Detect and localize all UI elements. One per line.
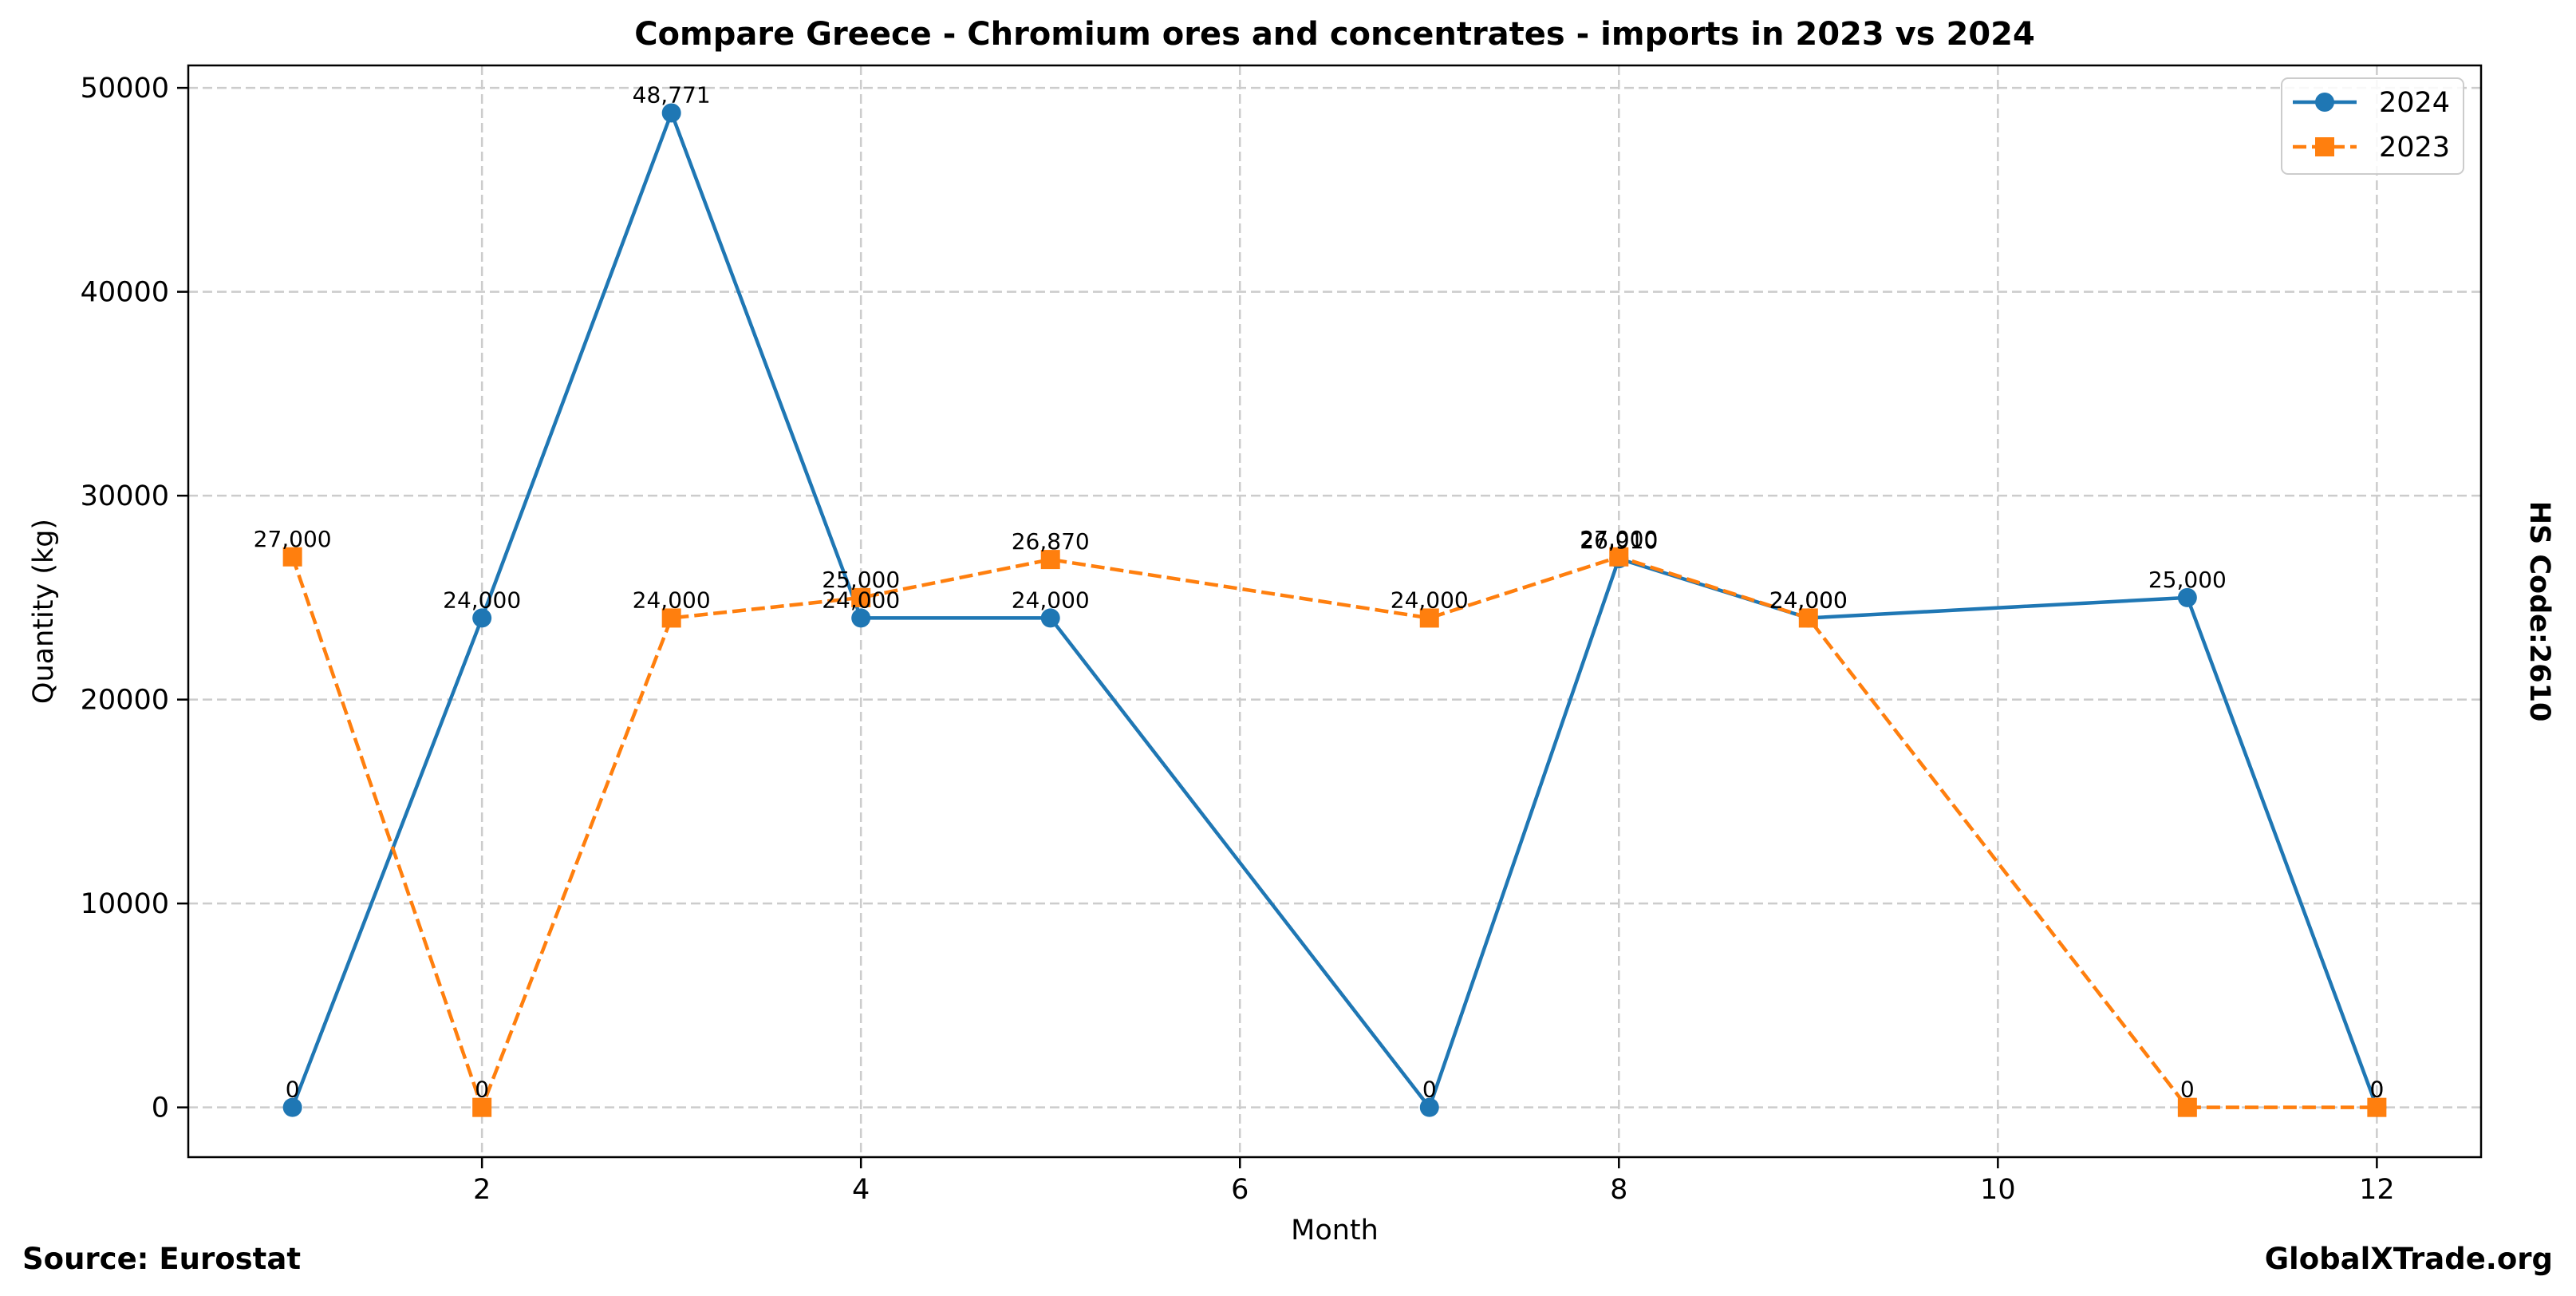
data-label: 0 [2180,1077,2195,1103]
data-point [661,103,681,123]
legend-item-2024: 2024 [2293,87,2450,119]
y-tick-label: 30000 [81,480,169,512]
data-label: 0 [2369,1077,2384,1103]
data-point [851,587,871,607]
data-label: 24,000 [1391,587,1469,613]
data-label: 0 [2369,1077,2384,1103]
brand-label: GlobalXTrade.org [2265,1242,2553,1276]
data-label: 0 [286,1077,300,1103]
hs-code-label: HS Code:2610 [2523,501,2555,722]
legend-marker [2315,137,2334,156]
data-label: 25,000 [822,567,900,593]
data-label: 25,000 [2148,567,2227,593]
x-tick-label: 12 [2359,1174,2395,1206]
data-label: 24,000 [822,587,900,613]
y-tick-label: 0 [152,1093,169,1124]
y-axis-ticks: 0 10000 20000 30000 40000 50000 [81,73,188,1124]
series-layer [282,103,2387,1117]
data-point [851,608,871,628]
series-line-2023 [290,555,2377,1109]
data-point [282,547,302,567]
data-label: 0 [475,1077,489,1103]
data-label: 27,000 [254,526,332,552]
y-tick-label: 20000 [81,685,169,717]
data-label: 24,000 [1012,587,1090,613]
data-point [282,1097,302,1117]
data-label: 24,000 [443,587,521,613]
chart-title: Compare Greece - Chromium ores and conce… [634,16,2035,53]
series-2023 [282,547,2387,1117]
data-point [1419,1097,1439,1117]
series-2024 [282,103,2387,1117]
data-point [661,608,681,628]
data-point [472,1097,492,1117]
x-tick-label: 4 [852,1174,870,1206]
data-label: 24,000 [1769,587,1848,613]
legend: 2024 2023 [2281,77,2464,175]
data-point [1040,550,1060,570]
data-point [1419,608,1439,628]
data-point [2367,1097,2387,1117]
y-tick-label: 10000 [81,888,169,920]
data-label: 27,000 [1580,526,1658,552]
data-point [1798,608,1818,628]
data-point [2177,587,2197,607]
data-point [2177,1097,2197,1117]
data-label: 48,771 [633,82,711,109]
y-axis-label: Quantity (kg) [28,519,60,704]
x-axis-ticks: 2 4 6 8 10 12 [473,1157,2395,1206]
x-tick-label: 2 [473,1174,491,1206]
source-label: Source: Eurostat [22,1242,301,1276]
series-line-2024 [290,111,2379,1109]
data-label: 24,000 [1769,587,1848,613]
data-point [472,608,492,628]
legend-marker [2315,93,2334,112]
legend-label: 2024 [2379,87,2450,119]
data-label: 0 [1422,1077,1437,1103]
data-point [1040,608,1060,628]
x-tick-label: 6 [1231,1174,1249,1206]
plot-frame [187,64,2483,1159]
legend-label: 2023 [2379,132,2450,164]
y-tick-label: 50000 [81,73,169,105]
legend-item-2023: 2023 [2293,132,2450,164]
data-label: 26,910 [1580,527,1658,554]
data-label: 26,870 [1012,528,1090,555]
y-tick-label: 40000 [81,277,169,309]
data-point [1609,547,1629,567]
grid [188,65,2481,1157]
x-axis-label: Month [1291,1215,1379,1247]
x-tick-label: 8 [1610,1174,1627,1206]
x-tick-label: 10 [1980,1174,2016,1206]
data-label: 24,000 [633,587,711,613]
